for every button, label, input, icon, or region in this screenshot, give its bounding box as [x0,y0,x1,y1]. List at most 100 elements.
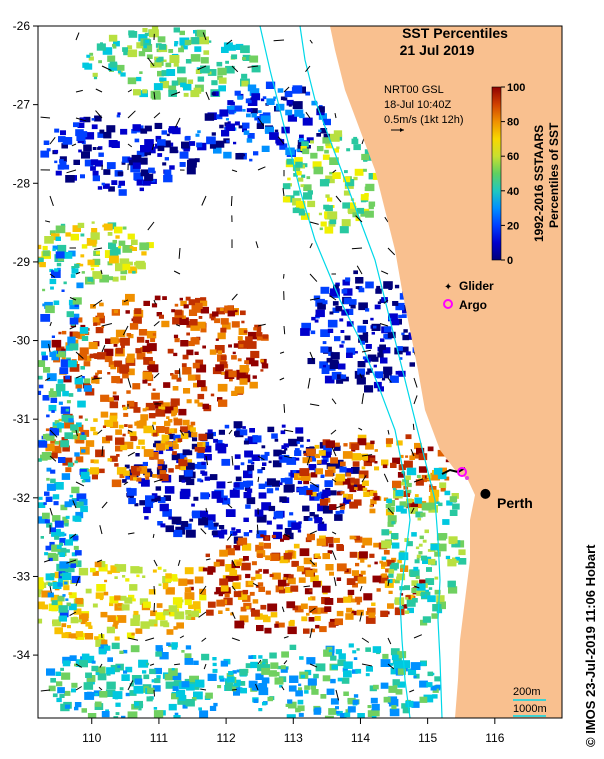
sst-cell [108,140,118,148]
sst-cell [197,461,207,470]
sst-cell [76,422,82,427]
sst-cell [225,684,234,691]
sst-cell [113,343,118,347]
sst-cell [249,591,255,596]
sst-cell [139,71,143,74]
sst-cell [125,310,130,314]
sst-cell [434,576,439,580]
sst-cell [138,659,149,668]
sst-cell [84,63,93,70]
sst-cell [120,595,127,601]
sst-cell [245,336,253,343]
current-vector [231,169,238,173]
sst-cell [376,285,381,290]
sst-cell [197,442,203,447]
sst-cell [322,364,326,368]
sst-cell [132,383,141,390]
sst-cell [129,683,134,687]
sst-cell [61,672,71,680]
sst-cell [256,328,262,333]
sst-cell [353,144,361,151]
sst-cell [231,390,238,396]
sst-cell [198,517,209,526]
sst-cell [247,98,258,106]
sst-cell [256,530,267,539]
sst-cell [387,506,395,513]
sst-cell [85,633,94,640]
current-vector [75,686,82,691]
sst-cell [151,498,155,502]
sst-cell [345,308,354,315]
sst-cell [418,453,428,461]
perth-marker[interactable] [480,488,491,499]
sst-cell [422,616,431,623]
sst-cell [258,655,263,659]
sst-cell [66,311,74,318]
sst-cell [244,450,252,457]
sst-cell [439,482,447,488]
sst-cell [260,604,267,610]
sst-cell [74,550,82,556]
sst-cell [143,468,152,476]
sst-cell [56,681,63,687]
sst-cell [446,500,453,506]
sst-cell [63,281,67,285]
sst-cell [60,667,64,671]
sst-cell [186,478,195,486]
sst-cell [111,479,122,488]
sst-cell [436,533,447,541]
sst-cell [148,29,159,38]
sst-cell [186,399,192,404]
sst-cell [57,164,65,170]
sst-cell [88,341,98,350]
x-tick-label: 115 [418,731,437,745]
sst-cell [157,465,163,470]
sst-cell [141,251,147,256]
colorbar-tick-label: 80 [507,117,519,129]
glider-legend-label: Glider [459,279,494,293]
current-vector [281,606,285,613]
sst-cell [320,475,324,478]
sst-cell [398,370,406,377]
sst-cell [365,210,374,218]
sst-cell [122,47,128,52]
sst-cell [165,576,172,582]
sst-cell [303,557,312,565]
sst-cell [347,202,356,209]
sst-cell [279,143,288,150]
sst-cell [346,472,352,477]
sst-cell [38,587,42,595]
sst-cell [416,554,421,558]
sst-cell [158,43,167,50]
sst-cell [315,624,320,629]
sst-cell [79,660,88,668]
sst-cell [306,137,314,143]
current-vector [99,525,103,535]
sst-cell [294,450,302,456]
sst-cell [251,655,257,659]
sst-cell [83,476,91,483]
sst-cell [253,327,258,331]
sst-cell [54,482,64,490]
sst-cell [407,668,417,676]
sst-cell [118,180,125,186]
sst-cell [287,177,291,181]
sst-cell [359,551,368,559]
sst-cell [132,124,141,131]
sst-cell [151,679,156,683]
sst-cell [126,400,135,407]
sst-cell [239,668,248,676]
sst-cell [97,186,103,190]
y-tick-label: -31 [13,412,31,426]
sst-cell [334,618,343,626]
sst-cell [95,449,105,458]
sst-cell [206,609,214,616]
current-vector [75,32,80,41]
sst-cell [362,332,369,337]
sst-cell [380,338,385,342]
argo-legend-symbol [443,299,453,309]
sst-cell [335,706,339,710]
sst-cell [299,656,304,660]
sst-cell [43,502,47,505]
